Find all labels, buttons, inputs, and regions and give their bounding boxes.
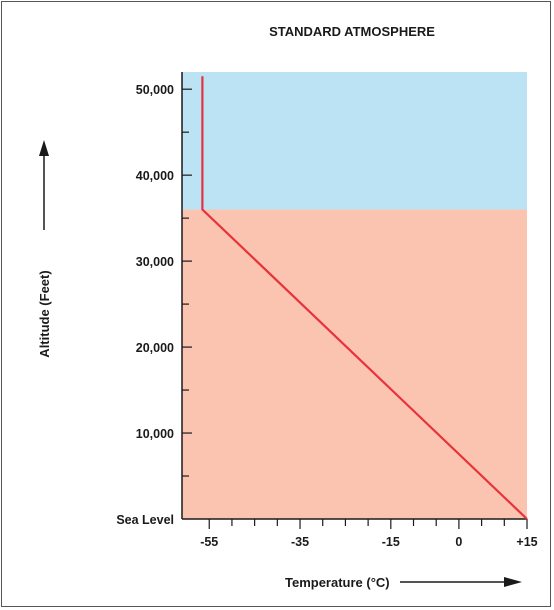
x-axis-arrow-icon (504, 577, 522, 587)
y-axis-label-group: Altitude (Feet) (37, 270, 52, 357)
temperature-line (201, 76, 528, 520)
x-axis-label: Temperature (°C) (285, 575, 390, 590)
y-tick-label: 10,000 (136, 427, 174, 441)
y-axis-label: Altitude (Feet) (37, 270, 52, 357)
x-tick-label: +15 (516, 535, 537, 549)
y-tick-label: 40,000 (136, 169, 174, 183)
chart-title: STANDARD ATMOSPHERE (269, 24, 435, 39)
region-troposphere (182, 209, 527, 520)
x-ticks: -55 -35 -15 0 +15 (200, 519, 538, 549)
y-tick-label: Sea Level (116, 513, 174, 527)
region-stratosphere (182, 72, 527, 210)
y-tick-label: 30,000 (136, 255, 174, 269)
y-ticks: Sea Level 10,000 20,000 30,000 40,000 50,000 (116, 83, 192, 527)
x-tick-label: -35 (291, 535, 309, 549)
chart-regions (182, 72, 527, 520)
y-tick-label: 20,000 (136, 341, 174, 355)
x-tick-label: -15 (382, 535, 400, 549)
chart-axes (181, 72, 527, 520)
chart-series (201, 76, 528, 520)
x-tick-label: 0 (455, 535, 462, 549)
y-tick-label: 50,000 (136, 83, 174, 97)
x-tick-label: -55 (200, 535, 218, 549)
y-axis-arrow-icon (39, 140, 49, 156)
